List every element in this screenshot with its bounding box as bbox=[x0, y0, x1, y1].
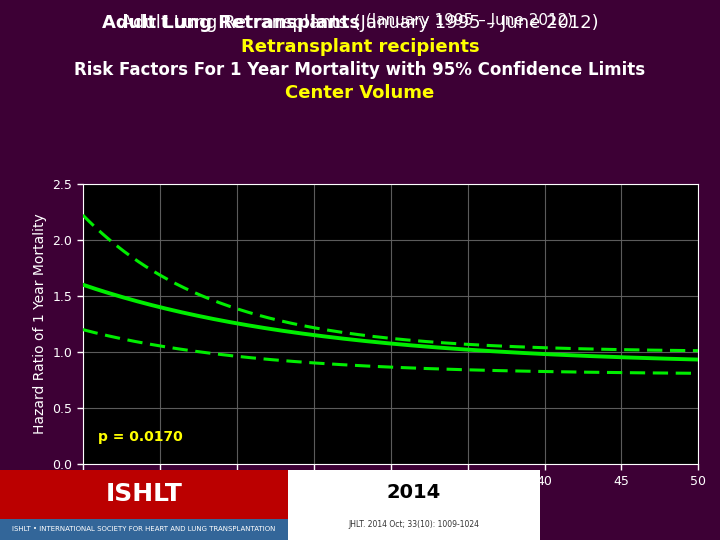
Text: JHLT. 2014 Oct; 33(10): 1009-1024: JHLT. 2014 Oct; 33(10): 1009-1024 bbox=[348, 520, 480, 529]
Text: Center Volume: Center Volume bbox=[285, 84, 435, 102]
Text: Adult Lung Retransplants: Adult Lung Retransplants bbox=[102, 14, 360, 31]
Text: 2014: 2014 bbox=[387, 483, 441, 502]
Bar bbox=[0, 519, 288, 540]
Text: ISHLT: ISHLT bbox=[106, 482, 182, 507]
Text: Retransplant recipients: Retransplant recipients bbox=[240, 38, 480, 56]
Bar bbox=[0, 470, 288, 540]
Text: p = 0.0170: p = 0.0170 bbox=[98, 430, 183, 444]
Text: (January 1995 – June 2012): (January 1995 – June 2012) bbox=[361, 14, 573, 29]
Bar bbox=[288, 470, 540, 540]
Text: Adult Lung Retransplants (January 1995 – June 2012): Adult Lung Retransplants (January 1995 –… bbox=[121, 14, 599, 31]
X-axis label: Center Volume (cases per year): Center Volume (cases per year) bbox=[281, 494, 500, 508]
Text: ISHLT • INTERNATIONAL SOCIETY FOR HEART AND LUNG TRANSPLANTATION: ISHLT • INTERNATIONAL SOCIETY FOR HEART … bbox=[12, 526, 276, 532]
Y-axis label: Hazard Ratio of 1 Year Mortality: Hazard Ratio of 1 Year Mortality bbox=[33, 214, 47, 434]
Text: Risk Factors For 1 Year Mortality with 95% Confidence Limits: Risk Factors For 1 Year Mortality with 9… bbox=[74, 61, 646, 79]
